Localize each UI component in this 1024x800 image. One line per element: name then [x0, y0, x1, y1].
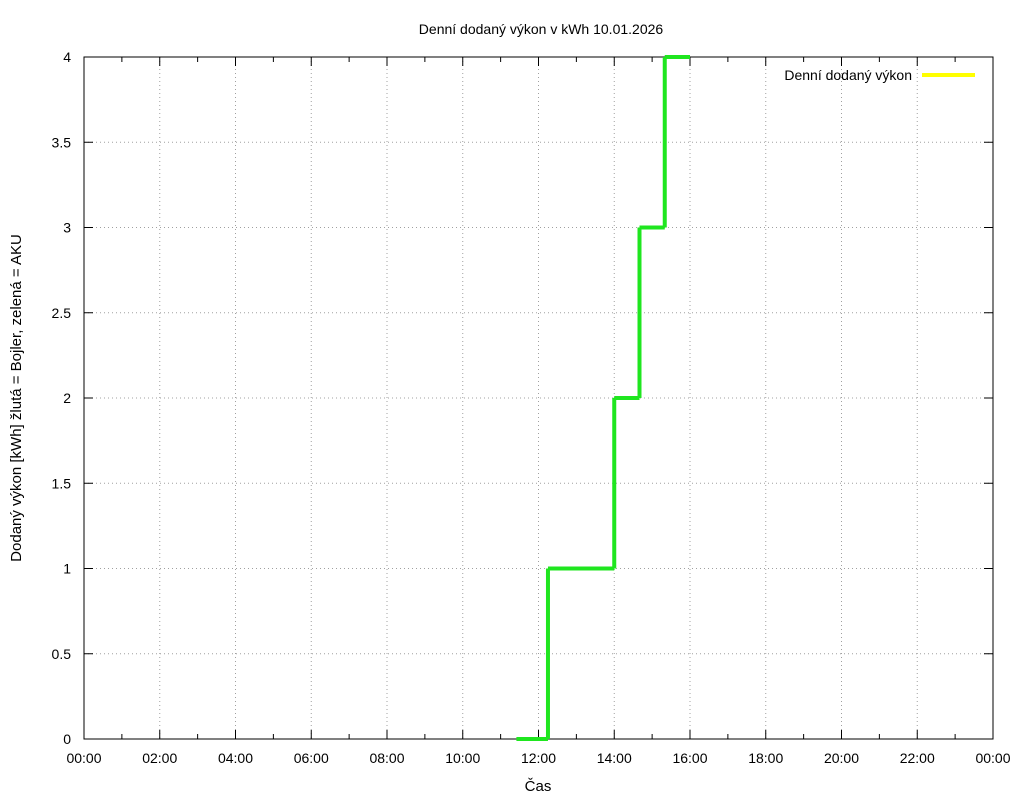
x-tick-label: 14:00	[597, 750, 632, 766]
label-layer: 00:00 02:00 04:00 06:00 08:00 10:00 12:00 14:00…	[52, 49, 1011, 766]
y-tick-label: 1.5	[52, 475, 72, 491]
chart-title: Denní dodaný výkon v kWh 10.01.2026	[419, 21, 664, 37]
y-tick-label: 2.5	[52, 305, 72, 321]
x-tick-label: 20:00	[824, 750, 859, 766]
x-tick-label: 04:00	[218, 750, 253, 766]
y-axis-title: Dodaný výkon [kWh] žlutá = Bojler, zelen…	[8, 234, 25, 562]
x-tick-label: 16:00	[672, 750, 707, 766]
legend: Denní dodaný výkon	[784, 67, 975, 83]
y-tick-label: 3	[63, 220, 71, 236]
grid-layer	[84, 57, 993, 739]
y-tick-label: 0	[63, 731, 71, 747]
x-tick-label: 00:00	[975, 750, 1010, 766]
tick-layer	[83, 56, 994, 740]
x-tick-label: 10:00	[445, 750, 480, 766]
legend-label-denni-dodany-vykon: Denní dodaný výkon	[784, 67, 912, 83]
x-tick-label: 22:00	[900, 750, 935, 766]
x-tick-label: 12:00	[521, 750, 556, 766]
x-tick-label: 00:00	[66, 750, 101, 766]
y-tick-label: 2	[63, 390, 71, 406]
x-tick-label: 08:00	[369, 750, 404, 766]
x-tick-label: 18:00	[748, 750, 783, 766]
x-axis-title: Čas	[525, 778, 552, 795]
x-tick-label: 06:00	[294, 750, 329, 766]
y-tick-label: 3.5	[52, 134, 72, 150]
y-tick-label: 4	[63, 49, 71, 65]
y-tick-label: 1	[63, 561, 71, 577]
y-tick-label: 0.5	[52, 646, 72, 662]
data-layer	[516, 55, 691, 741]
x-tick-label: 02:00	[142, 750, 177, 766]
